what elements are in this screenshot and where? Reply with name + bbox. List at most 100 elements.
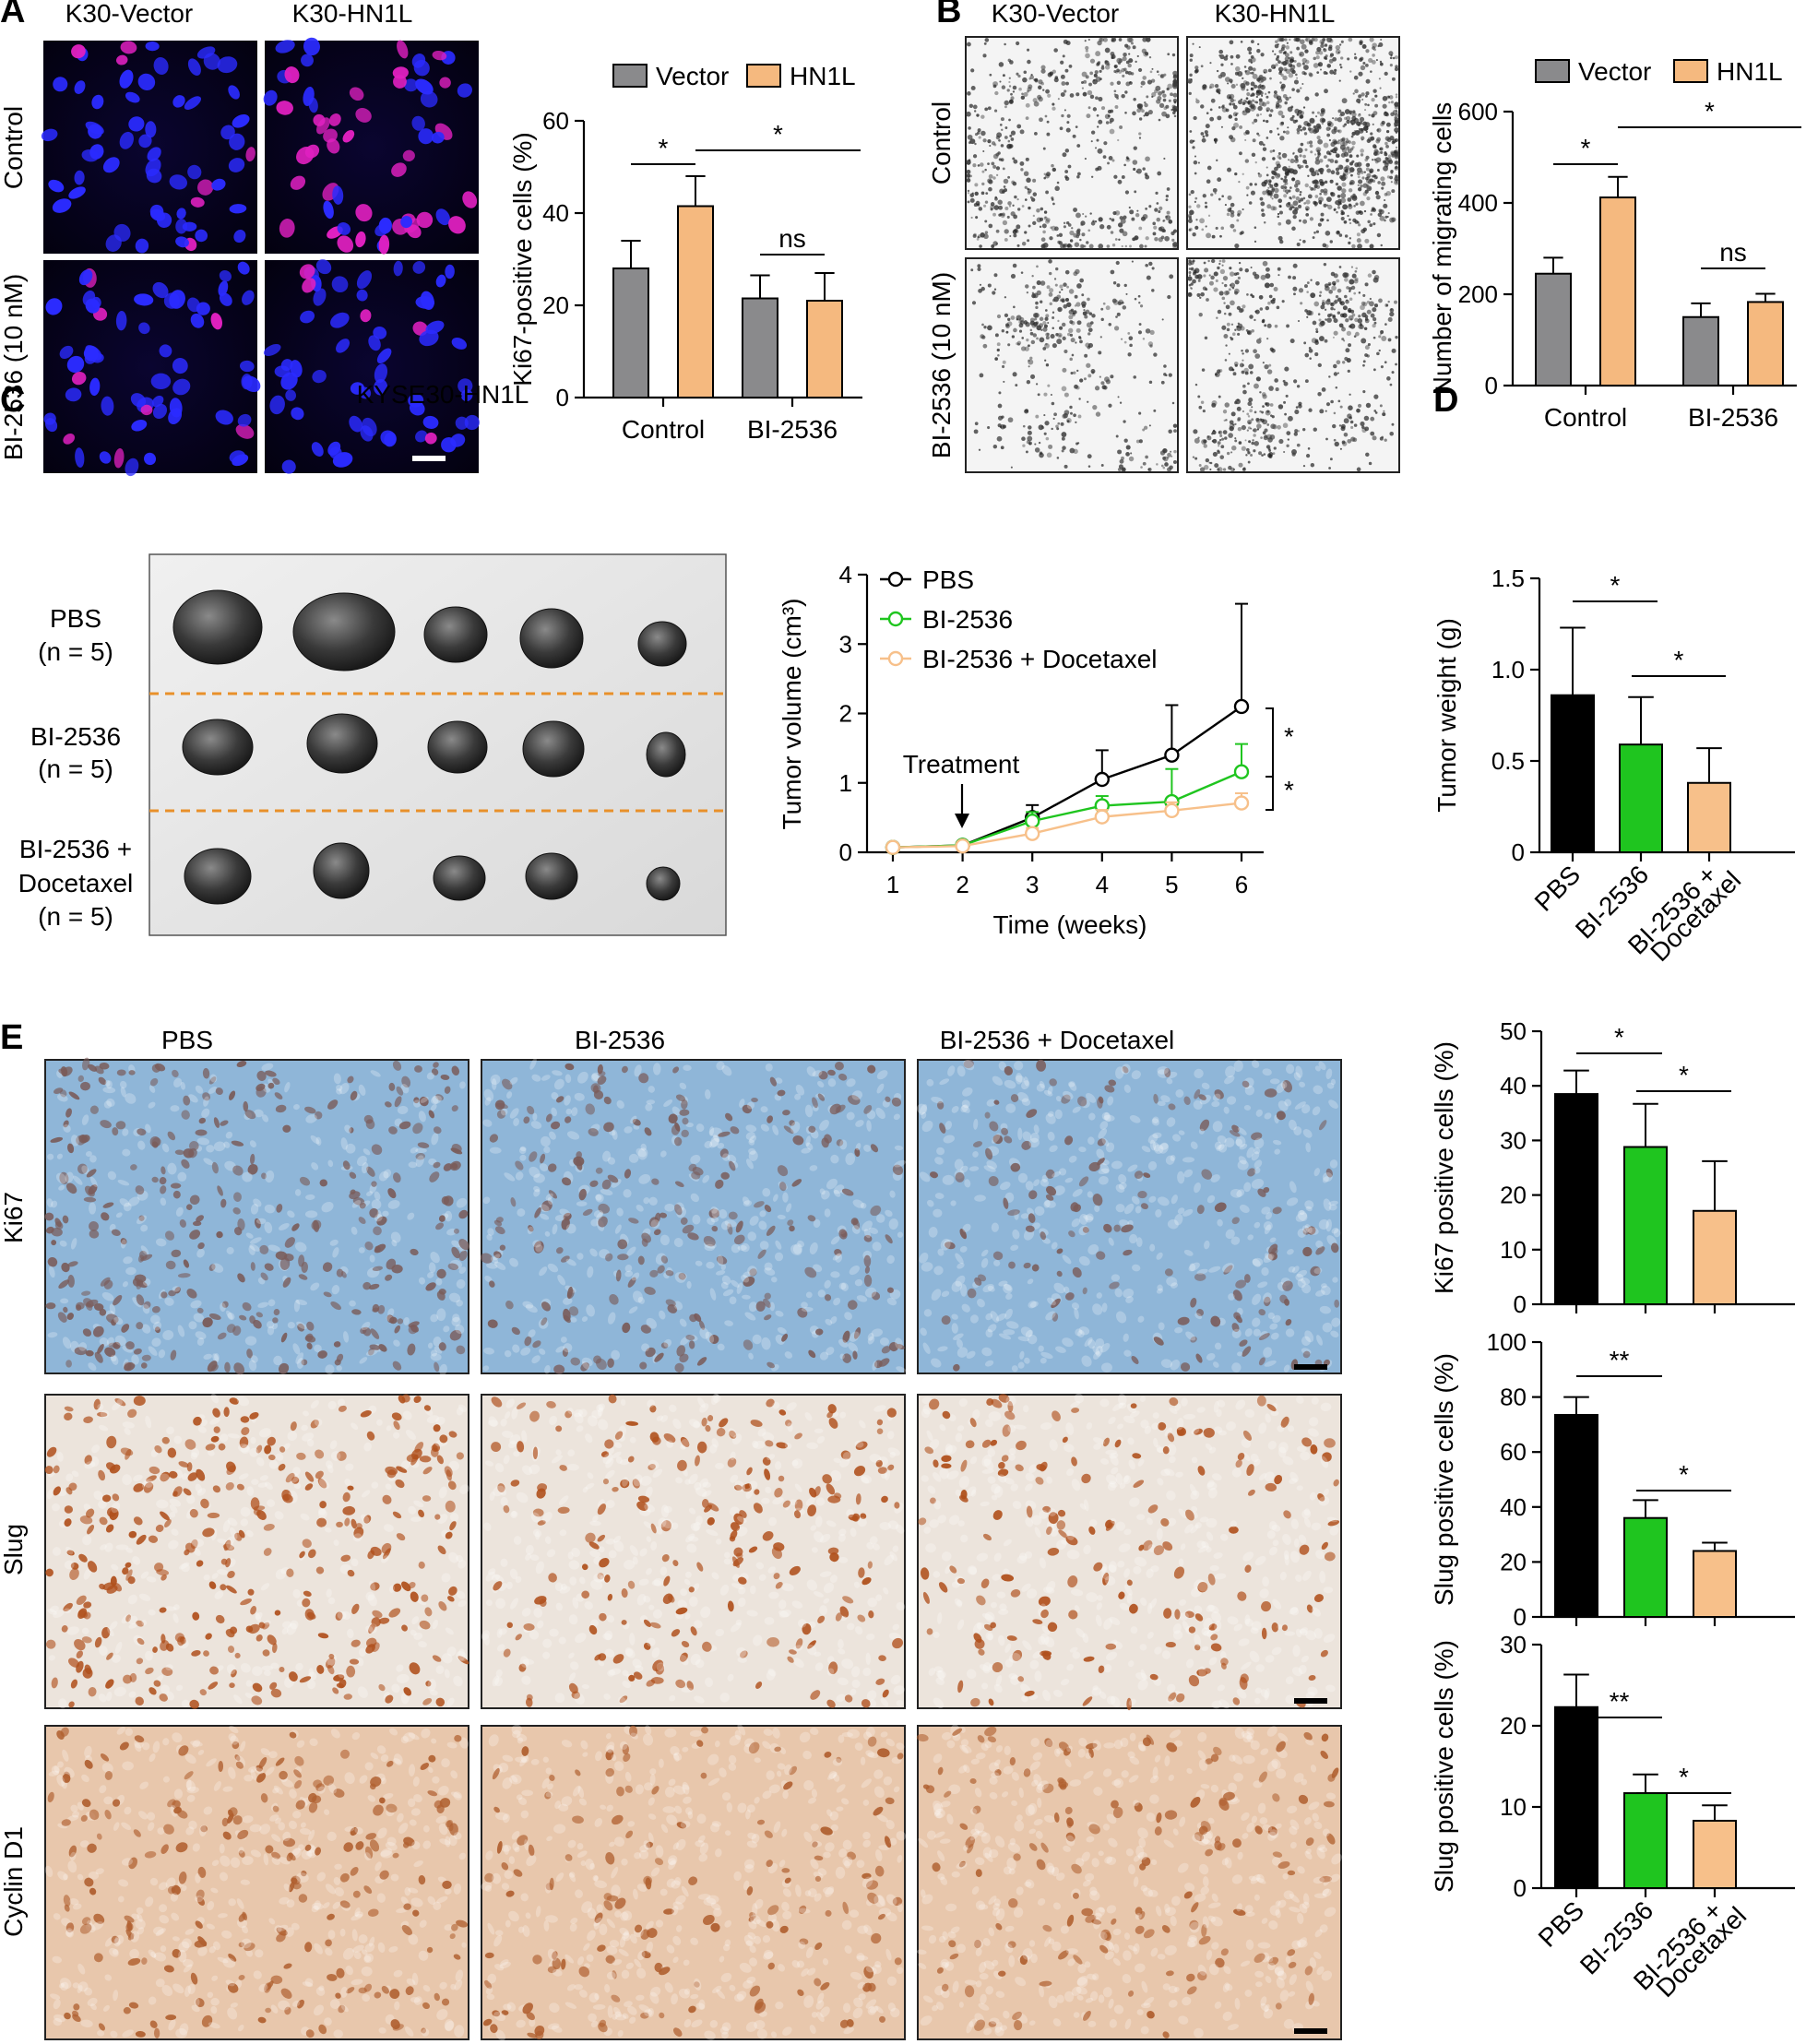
cell-dot <box>1056 294 1062 300</box>
cell-dot <box>1166 210 1170 215</box>
cell-dot <box>1202 84 1207 89</box>
cell-dot <box>993 205 1000 210</box>
cell-dot <box>1328 467 1332 469</box>
cell-dot <box>1351 169 1354 172</box>
cell-dot <box>1148 55 1152 59</box>
cell-dot <box>1205 201 1207 205</box>
cell-dot <box>1277 215 1280 219</box>
cell-dot <box>1341 98 1348 104</box>
cell-dot <box>1370 431 1375 436</box>
cell-dot <box>1170 450 1172 453</box>
cell-dot <box>1277 212 1280 216</box>
dapi-nucleus <box>85 345 102 361</box>
dapi-nucleus <box>356 289 368 302</box>
cell-dot <box>1087 342 1094 349</box>
cell-dot <box>1283 194 1288 198</box>
cell-dot <box>1037 393 1040 397</box>
cell-dot <box>1018 323 1024 328</box>
cell-dot <box>1345 299 1349 304</box>
cell-dot <box>1313 301 1320 307</box>
cell-dot <box>1360 153 1364 157</box>
cell-dot <box>1344 294 1348 299</box>
cell-dot <box>1270 423 1276 430</box>
cell-dot <box>1297 148 1303 154</box>
cell-dot <box>1312 111 1315 114</box>
cell-dot <box>1099 37 1105 42</box>
cell-dot <box>1365 130 1368 133</box>
cell-dot <box>1343 339 1346 342</box>
cell-dot <box>1217 369 1221 374</box>
cell-dot <box>1245 129 1250 135</box>
cell-dot <box>1249 104 1252 108</box>
cell-dot <box>1123 340 1127 344</box>
tumor <box>646 731 686 778</box>
cell-dot <box>1116 312 1121 316</box>
cell-dot <box>1337 194 1341 198</box>
cell-dot <box>1371 113 1375 118</box>
cell-dot <box>1242 352 1244 355</box>
cell-dot <box>1029 331 1034 336</box>
cell-dot <box>1007 343 1011 347</box>
ki67-nucleus <box>290 175 306 190</box>
cell-dot <box>1144 102 1148 108</box>
cell-dot <box>1238 100 1242 105</box>
cell-dot <box>1172 78 1178 83</box>
cell-dot <box>999 212 1003 216</box>
cell-dot <box>1024 346 1029 351</box>
cell-dot <box>1111 298 1117 303</box>
cell-dot <box>1387 212 1390 215</box>
cell-dot <box>1202 135 1206 138</box>
ki67-nucleus <box>299 264 315 279</box>
cell-dot <box>1358 315 1361 318</box>
cell-dot <box>1122 56 1127 62</box>
cell-dot <box>976 113 980 117</box>
cell-dot <box>967 189 970 193</box>
cell-dot <box>1275 57 1279 61</box>
cell-dot <box>1161 89 1166 94</box>
cell-dot <box>1228 114 1233 119</box>
cell-dot <box>1216 69 1219 73</box>
cell-dot <box>1327 314 1332 318</box>
cell-dot <box>1190 260 1194 266</box>
cell-dot <box>1138 132 1142 136</box>
cell-dot <box>1333 411 1337 415</box>
cell-dot <box>1372 60 1376 65</box>
cell-dot <box>1319 167 1325 173</box>
cell-dot <box>1248 363 1254 370</box>
cell-dot <box>980 162 984 167</box>
cell-dot <box>1323 142 1329 149</box>
cell-dot <box>975 200 980 206</box>
cell-dot <box>1144 172 1148 176</box>
cell-dot <box>1238 441 1242 445</box>
cell-dot <box>1159 74 1164 78</box>
dapi-nucleus <box>330 312 350 328</box>
cell-dot <box>1342 140 1348 147</box>
dapi-nucleus <box>349 415 363 433</box>
dapi-nucleus <box>311 442 324 458</box>
cell-dot <box>1333 330 1338 336</box>
cell-dot <box>1034 317 1038 321</box>
cell-dot <box>1349 393 1351 396</box>
cell-dot <box>1253 434 1256 437</box>
cell-dot <box>1263 71 1266 74</box>
cell-dot <box>1319 159 1324 163</box>
cell-dot <box>1062 367 1067 373</box>
cell-dot <box>1346 137 1349 140</box>
cell-dot <box>1236 219 1240 222</box>
cell-dot <box>1135 60 1137 64</box>
cell-dot <box>1206 298 1209 302</box>
cell-dot <box>1341 137 1346 142</box>
cell-dot <box>1376 169 1380 172</box>
cell-dot <box>1352 110 1356 113</box>
cell-dot <box>1112 281 1117 285</box>
cell-dot <box>1356 121 1361 126</box>
cell-dot <box>1364 353 1368 357</box>
cell-dot <box>1090 130 1096 135</box>
cell-dot <box>1315 230 1320 233</box>
cell-dot <box>1093 78 1096 82</box>
cell-dot <box>1383 410 1385 412</box>
cell-dot <box>1046 132 1051 137</box>
cell-dot <box>1133 98 1136 101</box>
cell-dot <box>1203 439 1207 444</box>
cell-dot <box>1374 94 1378 98</box>
